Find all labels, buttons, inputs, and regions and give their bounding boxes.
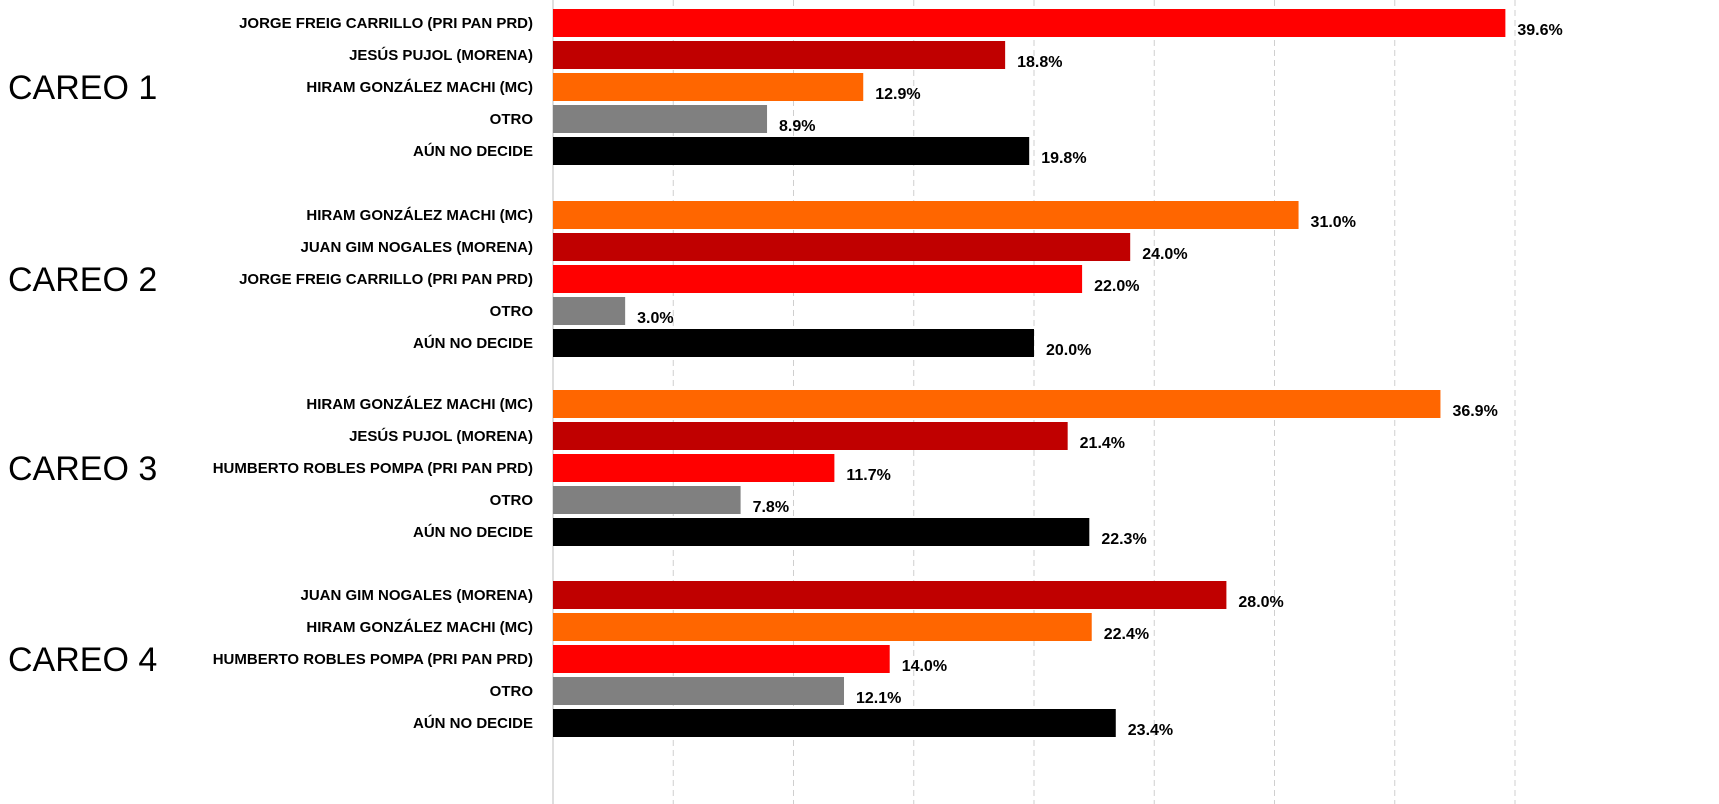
category-label: JUAN GIM NOGALES (MORENA) [301,239,534,256]
category-label: HIRAM GONZÁLEZ MACHI (MC) [306,79,533,96]
group-label-careo-2: CAREO 2 [8,261,157,299]
data-label: 20.0% [1046,342,1091,359]
category-label: OTRO [490,111,534,128]
bar [553,645,890,673]
data-label: 3.0% [637,310,673,327]
bar [553,422,1068,450]
category-label: HIRAM GONZÁLEZ MACHI (MC) [306,619,533,636]
category-label: AÚN NO DECIDE [413,142,533,160]
data-label: 18.8% [1017,54,1062,71]
bar [553,137,1030,165]
category-label: HIRAM GONZÁLEZ MACHI (MC) [306,396,533,413]
category-label: JUAN GIM NOGALES (MORENA) [301,587,534,604]
group-label-careo-4: CAREO 4 [8,641,157,679]
group-label-careo-1: CAREO 1 [8,69,157,107]
bar [553,105,768,133]
category-label: HUMBERTO ROBLES POMPA (PRI PAN PRD) [213,460,533,477]
category-label: JESÚS PUJOL (MORENA) [349,427,533,445]
category-label: OTRO [490,303,534,320]
data-label: 22.4% [1104,626,1149,643]
data-label: 23.4% [1128,722,1173,739]
bar [553,390,1441,418]
data-label: 12.9% [875,86,920,103]
category-label: HIRAM GONZÁLEZ MACHI (MC) [306,207,533,224]
data-label: 12.1% [856,690,901,707]
category-label: AÚN NO DECIDE [413,523,533,541]
bar [553,581,1227,609]
bar [553,454,835,482]
bar [553,41,1006,69]
bar [553,613,1092,641]
bar [553,486,741,514]
data-label: 24.0% [1142,246,1187,263]
category-label: AÚN NO DECIDE [413,334,533,352]
data-label: 28.0% [1238,594,1283,611]
data-label: 21.4% [1080,435,1125,452]
category-label: OTRO [490,683,534,700]
data-label: 31.0% [1311,214,1356,231]
data-label: 11.7% [846,467,890,484]
bars [553,9,1506,737]
bar [553,518,1090,546]
data-label: 22.3% [1101,531,1146,548]
bar [553,265,1083,293]
category-label: JORGE FREIG CARRILLO (PRI PAN PRD) [239,15,533,32]
category-label: JESÚS PUJOL (MORENA) [349,46,533,64]
data-label: 39.6% [1517,22,1562,39]
category-label: JORGE FREIG CARRILLO (PRI PAN PRD) [239,271,533,288]
bar [553,329,1034,357]
bar [553,201,1299,229]
bar [553,9,1506,37]
data-label: 19.8% [1041,150,1086,167]
bar [553,73,864,101]
data-label: 8.9% [779,118,815,135]
bar [553,297,626,325]
data-label: 14.0% [902,658,947,675]
labels: CAREO 1 JORGE FREIG CARRILLO (PRI PAN PRD… [8,15,1563,739]
data-label: 22.0% [1094,278,1139,295]
bar [553,709,1116,737]
category-label: HUMBERTO ROBLES POMPA (PRI PAN PRD) [213,651,533,668]
data-label: 36.9% [1452,403,1497,420]
category-label: AÚN NO DECIDE [413,714,533,732]
category-label: OTRO [490,492,534,509]
group-label-careo-3: CAREO 3 [8,450,157,488]
data-label: 7.8% [753,499,789,516]
bar [553,233,1131,261]
bar [553,677,845,705]
